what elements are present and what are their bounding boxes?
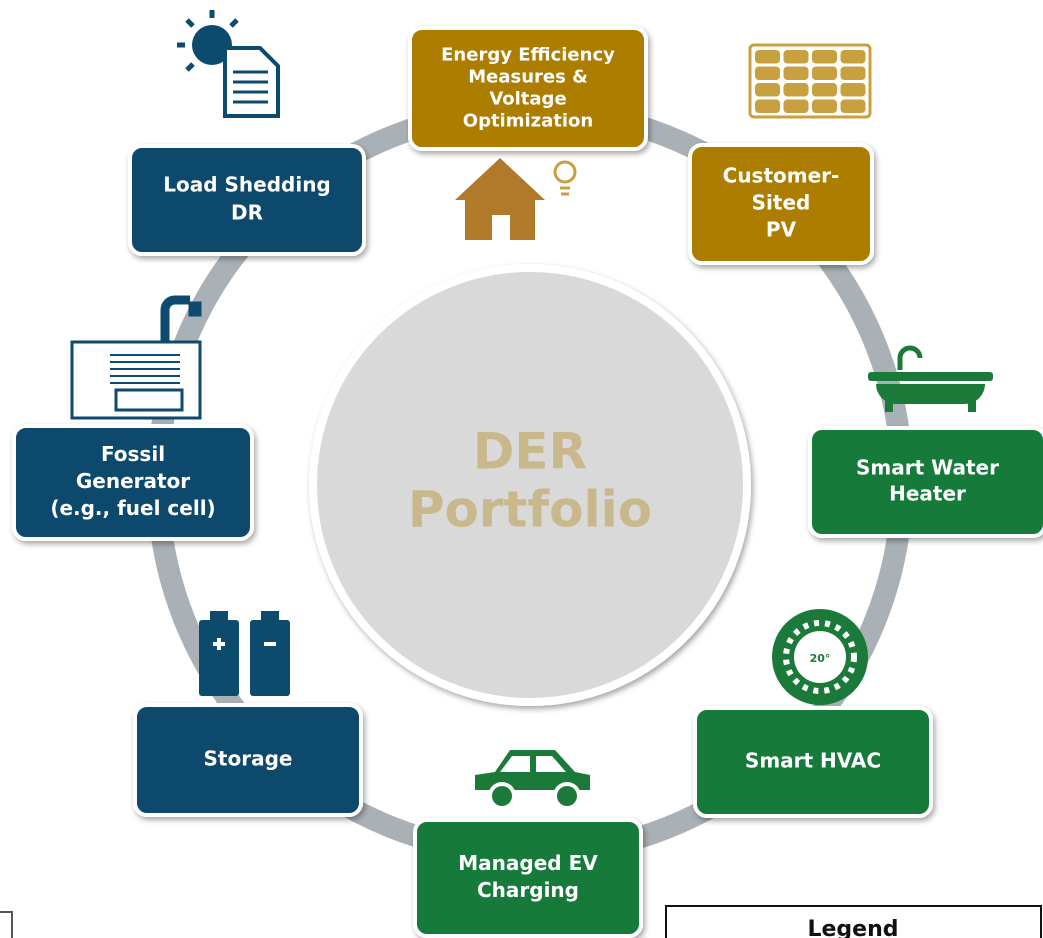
solar-cell [812,50,837,64]
node-label: Customer- [723,164,840,188]
solar-cell [840,99,866,113]
thermostat-label: 20° [810,652,831,665]
solar-cell [755,50,780,64]
solar-cell [812,99,837,113]
node-label: Charging [477,878,579,902]
center-circle [309,264,751,706]
node-label: (e.g., fuel cell) [50,496,215,520]
node-label: Generator [76,469,190,493]
node-label: Optimization [463,111,593,132]
node-box [128,144,366,256]
node-label: Heater [889,482,966,506]
solar-cell [840,50,866,64]
car-icon [475,750,590,810]
bathtub-icon [868,345,993,412]
generator-icon [70,295,202,420]
node-box [808,426,1043,538]
battery-icon [199,611,290,696]
solar-cell [840,66,866,80]
node-label: Managed EV [458,851,598,875]
node-label: PV [766,218,797,242]
corner-bracket [0,911,13,938]
node-box [133,703,363,817]
solar-cell [783,66,809,80]
node-label: Sited [752,191,811,215]
solar-cell [783,83,809,97]
solar-cell [755,99,780,113]
solar-cell [783,50,809,64]
node-label: Energy Efficiency [441,45,615,66]
node-box [688,143,874,265]
node-label: DR [231,201,263,225]
solar-cell [812,83,837,97]
thermostat-icon: 20° [772,609,868,705]
node-label: Smart Water [856,456,999,480]
sun-doc-icon [177,10,280,118]
solar-cell [840,83,866,97]
node-box [408,26,648,151]
solar-panel-icon [748,43,872,119]
node-label: Fossil [101,442,165,466]
house-icon [455,158,577,240]
node-label: Smart HVAC [745,749,881,773]
node-box [12,424,254,541]
center-label: DER [473,423,587,481]
legend-title: Legend [807,917,898,938]
node-label: Voltage [489,89,566,110]
node-label: Storage [204,747,293,771]
solar-cell [755,66,780,80]
node-label: Measures & [468,67,588,88]
solar-cell [812,66,837,80]
node-box [413,818,643,938]
node-box [693,706,933,818]
node-label: Load Shedding [163,173,331,197]
solar-cell [755,83,780,97]
legend-box [665,905,1042,938]
center-label: Portfolio [408,481,652,539]
solar-cell [783,99,809,113]
